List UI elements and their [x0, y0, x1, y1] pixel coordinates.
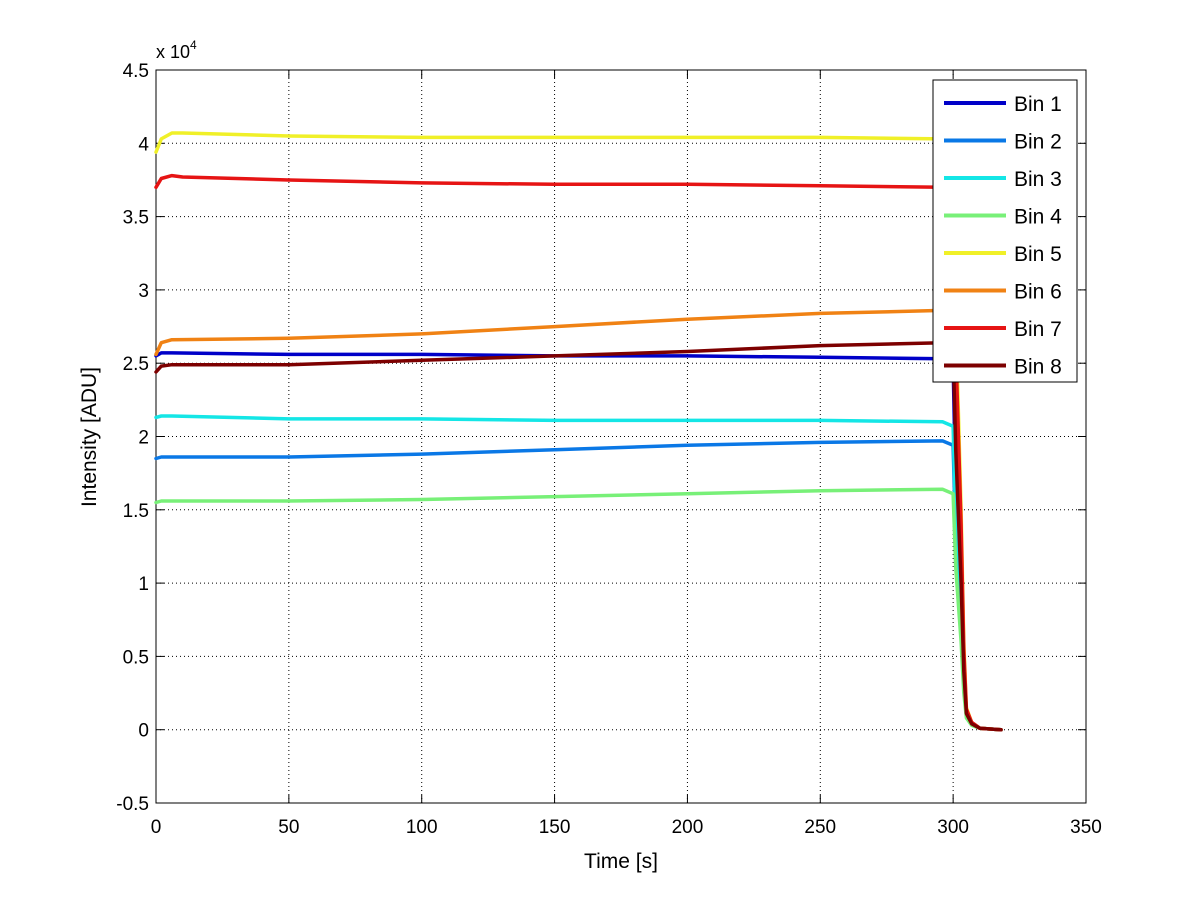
x-tick-label: 50: [278, 817, 299, 838]
series-line-bin-7: [154, 173, 1003, 732]
legend-label-bin-6: Bin 6: [1014, 281, 1062, 304]
x-tick-label: 0: [151, 817, 162, 838]
series-line-bin-4: [154, 487, 1003, 732]
x-tick-label: 250: [804, 817, 836, 838]
x-tick-label: 100: [406, 817, 438, 838]
y-tick-label: 4: [138, 134, 149, 155]
legend-label-bin-2: Bin 2: [1014, 131, 1062, 154]
y-tick-label: 0.5: [123, 647, 149, 668]
y-exponent-label: x 104: [156, 38, 197, 62]
series-line-bin-2: [154, 439, 1003, 732]
series-line-bin-5: [154, 131, 1003, 732]
legend-label-bin-8: Bin 8: [1014, 356, 1062, 379]
y-tick-label: 4.5: [123, 61, 149, 82]
y-tick-label: 0: [138, 721, 149, 742]
y-axis-label: Intensity [ADU]: [78, 367, 101, 507]
grid-lines: [156, 70, 1086, 803]
series-line-bin-1: [154, 351, 1003, 732]
x-tick-label: 300: [937, 817, 969, 838]
series-line-bin-6: [154, 308, 1003, 732]
axis-ticks: 0 50 100 150 200 250 300 350-0.500.511.522.533.…: [116, 61, 1102, 838]
x-axis-label: Time [s]: [584, 850, 658, 873]
x-tick-label: 200: [672, 817, 704, 838]
series-lines: [154, 131, 1003, 732]
legend-label-bin-1: Bin 1: [1014, 93, 1062, 116]
x-tick-label: 350: [1070, 817, 1102, 838]
x-tick-label: 150: [539, 817, 571, 838]
y-tick-label: 3: [138, 281, 149, 302]
y-tick-label: 2: [138, 428, 149, 449]
legend-label-bin-4: Bin 4: [1014, 206, 1062, 229]
y-tick-label: -0.5: [116, 794, 149, 815]
series-line-bin-3: [154, 414, 1003, 732]
legend-label-bin-3: Bin 3: [1014, 168, 1062, 191]
y-tick-label: 1: [138, 574, 149, 595]
y-tick-label: 2.5: [123, 354, 149, 375]
legend: Bin 1 Bin 2 Bin 3 Bin 4 Bin 5 Bin 6 Bin 7 Bin 8: [932, 79, 1078, 383]
legend-label-bin-5: Bin 5: [1014, 243, 1062, 266]
y-tick-label: 3.5: [123, 208, 149, 229]
y-tick-label: 1.5: [123, 501, 149, 522]
series-line-bin-8: [154, 340, 1003, 732]
legend-label-bin-7: Bin 7: [1014, 318, 1062, 341]
legend-box: [932, 79, 1078, 383]
